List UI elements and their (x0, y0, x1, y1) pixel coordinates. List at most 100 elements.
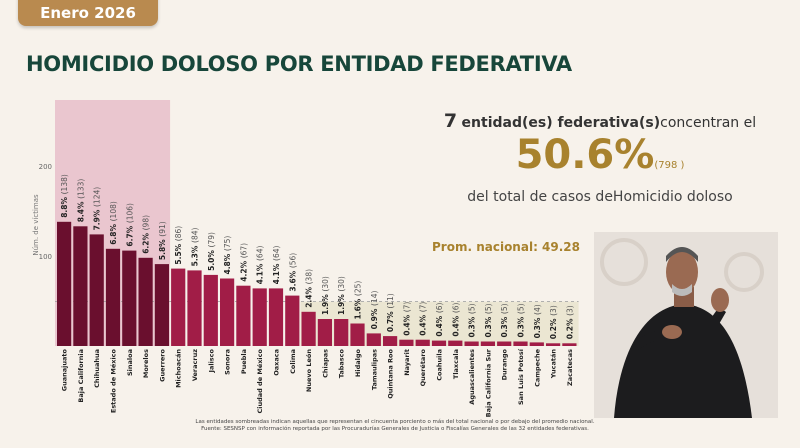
bar (562, 343, 577, 346)
data-label: 2.4% (38) (305, 269, 314, 308)
bar (203, 274, 218, 346)
category-label: Hidalgo (354, 348, 362, 377)
bar (366, 333, 381, 346)
bar (350, 323, 365, 346)
category-label: Chihuahua (93, 349, 101, 388)
bar (187, 270, 202, 346)
data-label: 5.8% (91) (158, 221, 167, 260)
bar (448, 340, 463, 346)
bar (399, 339, 414, 346)
category-label: Morelos (142, 349, 150, 378)
summary-percent-row: 50.6%(798 ) (430, 132, 770, 189)
data-label: 1.9% (30) (337, 276, 346, 315)
category-label: Chiapas (321, 349, 329, 378)
data-label: 8.8% (138) (60, 174, 69, 218)
data-label: 0.3% (5) (484, 303, 493, 337)
footnote-line1: Las entidades sombreadas indican aquella… (195, 419, 595, 425)
bar (285, 295, 300, 346)
data-label: 5.0% (79) (207, 232, 216, 271)
summary-cases: (798 ) (654, 160, 685, 171)
data-label: 6.7% (106) (125, 203, 134, 247)
bar (171, 268, 186, 346)
data-label: 4.1% (64) (272, 246, 281, 285)
bar (89, 234, 104, 346)
category-label: Oaxaca (273, 349, 281, 376)
category-label: Jalisco (207, 348, 215, 373)
category-label: Michoacán (175, 349, 183, 388)
data-label: 0.9% (14) (370, 291, 379, 330)
category-label: Sinaloa (126, 349, 134, 376)
bar-chart: 100 200 Núm. de víctimas 8.8% (138) Guanajua… (32, 100, 579, 417)
bar (236, 285, 251, 346)
category-label: Guerrero (158, 348, 166, 381)
bar (546, 343, 561, 346)
bar (57, 221, 72, 346)
summary-line1: 7 entidad(es) federativa(s)concentran el (430, 110, 770, 132)
y-tick-label: 100 (39, 253, 52, 261)
period-badge: Enero 2026 (18, 0, 158, 26)
category-label: Sonora (224, 349, 232, 375)
category-label: Colima (289, 349, 297, 374)
category-label: Ciudad de México (256, 348, 264, 413)
category-label: Baja California Sur (484, 348, 492, 417)
bar (415, 339, 430, 346)
data-label: 1.6% (25) (354, 281, 363, 320)
bar (383, 336, 398, 346)
category-label: Nayarit (403, 349, 411, 376)
data-label: 8.4% (133) (76, 179, 85, 223)
bar (497, 341, 512, 346)
national-average-label: Prom. nacional: 49.28 (432, 240, 580, 254)
summary-rest: concentran el (660, 115, 757, 131)
category-label: Zacatecas (566, 349, 574, 386)
category-label: Quintana Roo (387, 348, 395, 398)
category-label: Querétaro (419, 348, 427, 386)
interpreter-icon (594, 232, 778, 418)
category-label: Tamaulipas (370, 349, 378, 390)
y-tick-label: 200 (39, 163, 52, 171)
summary-line3: del total de casos deHomicidio doloso (467, 189, 733, 205)
sign-language-interpreter-video (594, 232, 778, 418)
bar (105, 248, 121, 346)
data-label: 0.3% (5) (468, 303, 477, 337)
summary-bold: entidad(es) federativa(s) (461, 115, 661, 131)
category-label: Coahuila (436, 349, 444, 381)
category-label: Tlaxcala (452, 349, 460, 379)
category-label: Veracruz (191, 349, 199, 381)
category-label: Guanajuato (61, 348, 69, 391)
category-label: Durango (501, 348, 509, 380)
category-label: Estado de México (110, 348, 118, 413)
summary-percent: 50.6% (515, 132, 655, 178)
bar (154, 264, 169, 346)
data-label: 0.4% (6) (435, 302, 444, 336)
bar (317, 319, 332, 346)
bar (138, 257, 153, 346)
data-label: 4.1% (64) (256, 246, 265, 285)
bar (122, 250, 137, 346)
bar (529, 342, 544, 346)
data-label: 3.6% (56) (288, 253, 297, 292)
category-label: Baja California (77, 349, 85, 403)
data-label: 6.2% (98) (142, 215, 151, 254)
data-label: 5.5% (86) (174, 226, 183, 265)
bar (301, 311, 316, 346)
category-label: San Luis Potosí (517, 348, 525, 405)
data-label: 5.3% (84) (191, 228, 200, 267)
data-label: 0.4% (6) (451, 302, 460, 336)
bar (252, 288, 267, 346)
category-label: Nuevo León (305, 349, 313, 392)
data-label: 7.9% (124) (93, 187, 102, 231)
data-label: 1.9% (30) (321, 276, 330, 315)
summary-count: 7 (443, 110, 458, 132)
y-axis-label: Núm. de víctimas (32, 194, 40, 256)
category-label: Aguascalientes (468, 349, 476, 405)
footnote: Las entidades sombreadas indican aquella… (190, 419, 600, 433)
bar (464, 341, 479, 346)
bar (220, 278, 235, 346)
data-label: 0.4% (7) (402, 302, 411, 336)
category-label: Yucatán (550, 349, 558, 380)
bar (73, 226, 88, 346)
bar (480, 341, 495, 346)
data-label: 0.3% (5) (500, 303, 509, 337)
summary-panel: 7 entidad(es) federativa(s)concentran el… (430, 110, 770, 205)
bar (513, 341, 528, 346)
